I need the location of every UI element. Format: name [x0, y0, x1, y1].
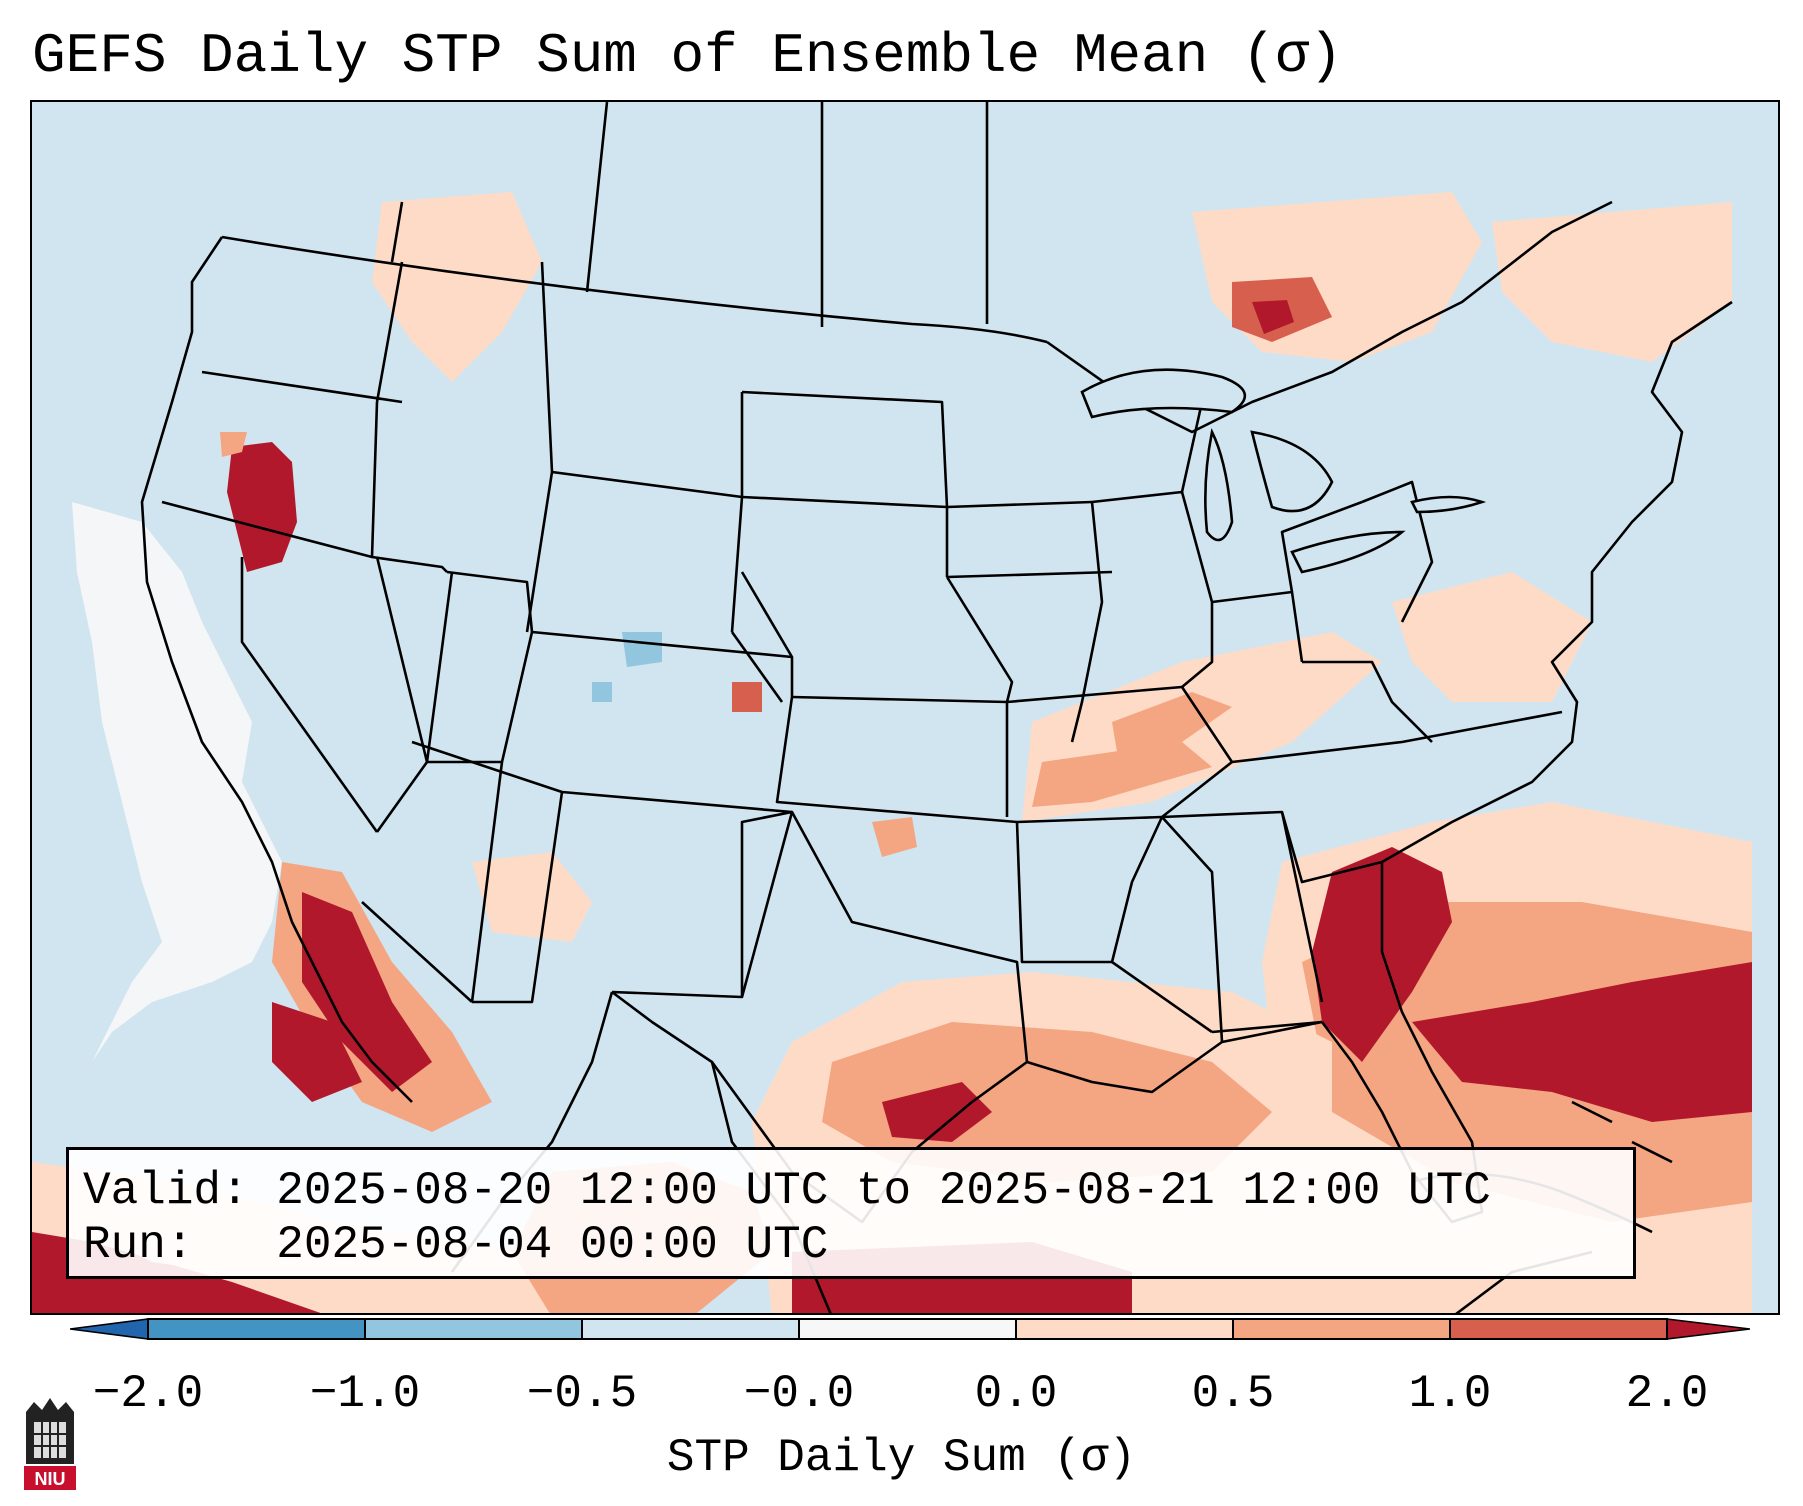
- valid-run-box: Valid: 2025-08-20 12:00 UTC to 2025-08-2…: [66, 1147, 1636, 1279]
- patch-gulf-core: [882, 1082, 992, 1142]
- colorbar-tick-label: 0.0: [974, 1368, 1058, 1420]
- patch-tennessee: [1032, 742, 1212, 807]
- lake-superior: [1080, 368, 1247, 419]
- east-coast: [1381, 300, 1733, 864]
- colorbar-tick-label: 0.5: [1191, 1368, 1275, 1420]
- colorbar-bin-0: [148, 1319, 365, 1339]
- colorbar-title: STP Daily Sum (σ): [666, 1432, 1137, 1484]
- stp-map[interactable]: [30, 100, 1780, 1315]
- patch-canada-east-max: [1252, 300, 1294, 334]
- colorbar-over-triangle: [1666, 1318, 1750, 1340]
- patch-new-mexico: [472, 852, 592, 942]
- colorbar-tick-label: −0.5: [526, 1368, 638, 1420]
- colorbar-bin-4: [1016, 1319, 1233, 1339]
- colorbar-bin-2: [582, 1319, 799, 1339]
- colorbar-bin-5: [1233, 1319, 1450, 1339]
- patch-wyoming-red: [732, 682, 762, 712]
- patch-baja-core: [302, 892, 432, 1092]
- patch-colorado-neg2: [592, 682, 612, 702]
- patch-mexico-pacific: [272, 1002, 362, 1102]
- valid-period: Valid: 2025-08-20 12:00 UTC to 2025-08-2…: [83, 1165, 1491, 1217]
- colorbar-tick-label: −1.0: [309, 1368, 421, 1420]
- lake-michigan: [1204, 428, 1234, 542]
- patch-atlantic-south: [1412, 962, 1752, 1122]
- run-time: Run: 2025-08-04 00:00 UTC: [83, 1219, 829, 1271]
- colorbar-bin-6: [1450, 1319, 1667, 1339]
- colorbar: [70, 1318, 1750, 1340]
- patch-kentucky: [1112, 692, 1232, 752]
- map-canvas: [32, 102, 1752, 1313]
- logo-text: NIU: [35, 1469, 66, 1489]
- colorbar-tick-label: 2.0: [1625, 1368, 1709, 1420]
- patch-montana: [372, 192, 542, 382]
- patch-colorado-neg: [622, 632, 662, 667]
- lake-erie: [1290, 530, 1406, 574]
- us-canada-border: [221, 235, 1048, 344]
- patch-mid-atlantic: [1392, 572, 1592, 702]
- lake-huron: [1250, 430, 1334, 513]
- colorbar-tick-label: −2.0: [92, 1368, 204, 1420]
- great-lakes: [1080, 368, 1487, 574]
- niu-logo: NIU: [24, 1398, 76, 1490]
- patch-canada-east: [1192, 192, 1482, 362]
- map-title: GEFS Daily STP Sum of Ensemble Mean (σ): [32, 24, 1343, 88]
- colorbar-bin-1: [365, 1319, 582, 1339]
- patch-gulf-mid: [822, 1022, 1272, 1182]
- patch-nw-nevada-edge: [220, 432, 247, 457]
- lake-ontario: [1410, 495, 1487, 514]
- patch-oklahoma: [872, 817, 917, 857]
- patch-nw-nevada: [227, 442, 297, 572]
- state-boundaries: [140, 102, 1733, 1313]
- colorbar-tick-label: 1.0: [1408, 1368, 1492, 1420]
- colorbar-bin-3: [799, 1319, 1016, 1339]
- west-coast: [140, 236, 413, 1103]
- patch-canada-ne: [1492, 202, 1732, 362]
- colorbar-under-triangle: [70, 1318, 149, 1340]
- colorbar-tick-label: −0.0: [743, 1368, 855, 1420]
- neutral-band-west: [72, 502, 282, 1062]
